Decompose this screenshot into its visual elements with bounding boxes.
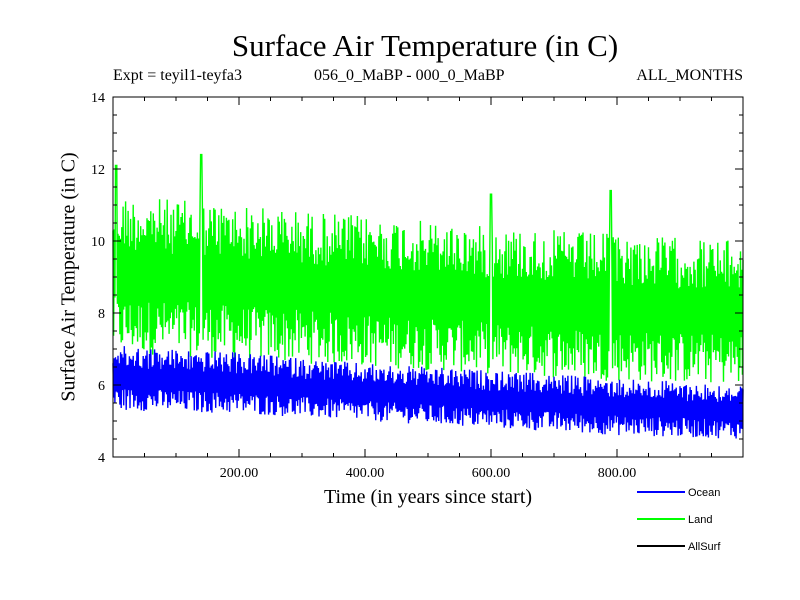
x-tick-label: 200.00 <box>220 466 259 481</box>
x-tick-label: 600.00 <box>472 466 511 481</box>
y-tick-label: 10 <box>91 235 105 250</box>
y-tick-label: 14 <box>91 91 105 106</box>
y-tick-label: 6 <box>98 379 105 394</box>
legend-label-allsurf: AllSurf <box>688 541 721 553</box>
months-label: ALL_MONTHS <box>636 67 743 84</box>
series-line-land <box>112 153 744 383</box>
x-tick-label: 400.00 <box>346 466 385 481</box>
period-difference-label: 056_0_MaBP - 000_0_MaBP <box>314 67 505 84</box>
experiment-label: Expt = teyil1-teyfa3 <box>113 67 242 84</box>
legend-label-ocean: Ocean <box>688 487 720 499</box>
legend-label-land: Land <box>688 514 712 526</box>
series-group <box>112 153 744 439</box>
y-tick-label: 8 <box>98 307 105 322</box>
series-line-ocean <box>112 346 744 439</box>
y-tick-label: 4 <box>98 451 105 466</box>
legend: Ocean Land AllSurf <box>637 487 721 553</box>
chart-title: Surface Air Temperature (in C) <box>231 28 619 63</box>
x-tick-label: 800.00 <box>598 466 637 481</box>
y-tick-label: 12 <box>91 163 105 178</box>
x-axis-label: Time (in years since start) <box>323 486 533 508</box>
axes-group: 4 6 8 10 12 14 200.00 400.00 600.00 800.00 <box>91 91 744 481</box>
